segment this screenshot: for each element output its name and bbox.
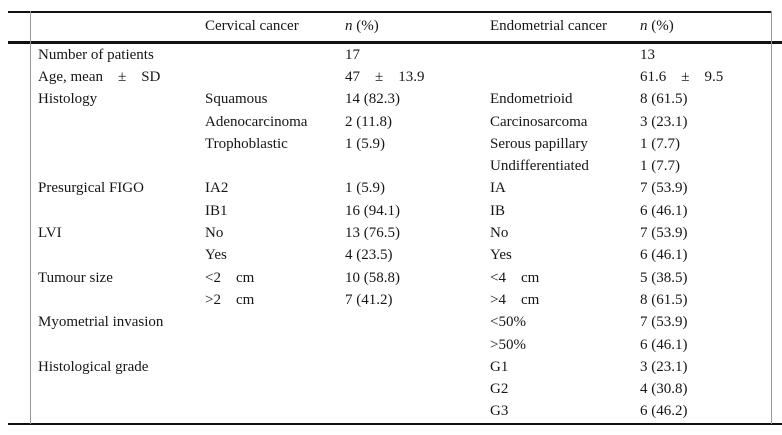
cervical-n-cell: 2 (11.8) [345,113,392,130]
row-label-cell: Myometrial invasion [38,314,164,331]
endometrial-category-cell: IA [490,180,506,197]
header-endometrial-cancer: Endometrial cancer [490,18,608,34]
endometrial-category-cell: >4 cm [490,291,540,308]
cervical-n-cell: 10 (58.8) [345,269,400,286]
row-label-cell: Number of patients [38,46,154,63]
table-row: Yes 4 (23.5) Yes 6 (46.1) [30,245,771,267]
row-label-cell: LVI [38,225,62,242]
table-row: IB1 16 (94.1) IB 6 (46.1) [30,200,771,222]
endometrial-n-cell: 6 (46.1) [640,247,688,264]
endometrial-n-cell: 1 (7.7) [640,135,680,152]
endometrial-n-cell: 5 (38.5) [640,269,688,286]
cervical-category-cell: Trophoblastic [205,135,288,152]
endometrial-category-cell: >50% [490,336,526,353]
percent-suffix: (%) [647,18,674,34]
endometrial-category-cell: G2 [490,381,509,398]
endometrial-category-cell: IB [490,202,505,219]
cervical-category-cell: Squamous [205,91,268,108]
table-right-border [771,11,772,424]
table-row: Presurgical FIGO IA2 1 (5.9) IA 7 (53.9) [30,178,771,200]
row-label-cell: Presurgical FIGO [38,180,144,197]
cervical-category-cell: >2 cm [205,291,255,308]
cervical-n-cell: 14 (82.3) [345,91,400,108]
table-row: Age, mean ± SD 47 ± 13.9 61.6 ± 9.5 [30,66,771,88]
table-row: G3 6 (46.2) [30,401,771,423]
table-row: Myometrial invasion <50% 7 (53.9) [30,312,771,334]
endometrial-n-cell: 13 [640,46,655,63]
cervical-n-cell: 1 (5.9) [345,180,385,197]
cervical-n-cell: 17 [345,46,360,63]
endometrial-n-cell: 6 (46.1) [640,336,688,353]
endometrial-n-cell: 7 (53.9) [640,225,688,242]
cervical-n-cell: 4 (23.5) [345,247,393,264]
cervical-category-cell: No [205,225,224,242]
cervical-category-cell: Adenocarcinoma [205,113,308,130]
header-endometrial-n-percent: n (%) [640,19,771,34]
n-symbol: n [345,18,353,34]
cervical-n-cell: 47 ± 13.9 [345,68,425,85]
table-bottom-border [8,423,782,425]
endometrial-n-cell: 8 (61.5) [640,91,688,108]
table-row: Undifferentiated 1 (7.7) [30,155,771,177]
endometrial-category-cell: Serous papillary [490,135,588,152]
table-row: G2 4 (30.8) [30,378,771,400]
percent-suffix: (%) [352,18,379,34]
endometrial-n-cell: 61.6 ± 9.5 [640,68,724,85]
endometrial-category-cell: Yes [490,247,512,264]
table-header-row: Cervical cancer n (%) Endometrial cancer… [30,12,771,41]
n-symbol: n [640,18,648,34]
row-label-cell: Age, mean ± SD [38,68,161,85]
cervical-category-cell: Yes [205,247,227,264]
cervical-n-cell: 1 (5.9) [345,135,385,152]
endometrial-n-cell: 7 (53.9) [640,180,688,197]
endometrial-n-cell: 1 (7.7) [640,158,680,175]
header-cervical-n-percent: n (%) [345,19,490,34]
cervical-n-cell: 13 (76.5) [345,225,400,242]
endometrial-n-cell: 3 (23.1) [640,113,688,130]
table-row: Tumour size <2 cm 10 (58.8) <4 cm 5 (38.5) [30,267,771,289]
table-body: Number of patients 17 13 Age, mean ± SD 47 ±… [30,44,771,423]
endometrial-n-cell: 8 (61.5) [640,291,688,308]
endometrial-n-cell: 7 (53.9) [640,314,688,331]
row-label-cell: Tumour size [38,269,113,286]
endometrial-n-cell: 4 (30.8) [640,381,688,398]
table-row: Histology Squamous 14 (82.3) Endometrioid 8 … [30,89,771,111]
endometrial-n-cell: 3 (23.1) [640,358,688,375]
endometrial-category-cell: <50% [490,314,526,331]
table-row: >2 cm 7 (41.2) >4 cm 8 (61.5) [30,289,771,311]
table-row: Trophoblastic 1 (5.9) Serous papillary 1 (7… [30,133,771,155]
table-header-rule [8,41,782,44]
endometrial-category-cell: <4 cm [490,269,540,286]
cervical-category-cell: <2 cm [205,269,255,286]
endometrial-category-cell: No [490,225,509,242]
endometrial-category-cell: Carcinosarcoma [490,113,588,130]
cervical-n-cell: 7 (41.2) [345,291,393,308]
row-label-cell: Histology [38,91,98,108]
table-left-border [30,11,31,424]
endometrial-n-cell: 6 (46.1) [640,202,688,219]
table-row: Adenocarcinoma 2 (11.8) Carcinosarcoma 3 (2… [30,111,771,133]
cervical-category-cell: IA2 [205,180,229,197]
table-row: Number of patients 17 13 [30,44,771,66]
endometrial-category-cell: Endometrioid [490,91,573,108]
cervical-category-cell: IB1 [205,202,228,219]
table-row: >50% 6 (46.1) [30,334,771,356]
table-row: LVI No 13 (76.5) No 7 (53.9) [30,222,771,244]
table-top-border [8,11,772,13]
row-label-cell: Histological grade [38,358,149,375]
cervical-n-cell: 16 (94.1) [345,202,400,219]
table-row: Histological grade G1 3 (23.1) [30,356,771,378]
endometrial-category-cell: Undifferentiated [490,158,589,175]
endometrial-category-cell: G1 [490,358,509,375]
endometrial-category-cell: G3 [490,403,509,420]
endometrial-n-cell: 6 (46.2) [640,403,688,420]
header-cervical-cancer: Cervical cancer [205,18,299,34]
